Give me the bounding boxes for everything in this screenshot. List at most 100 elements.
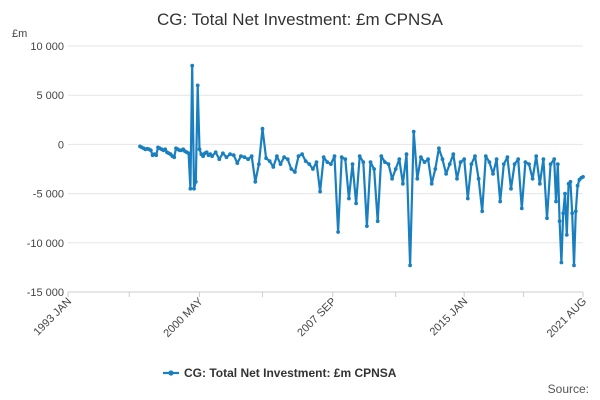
data-point[interactable]: [519, 206, 524, 211]
data-point[interactable]: [552, 157, 557, 162]
data-point[interactable]: [523, 160, 528, 165]
data-point[interactable]: [393, 167, 398, 171]
data-point[interactable]: [570, 211, 575, 216]
data-point[interactable]: [253, 179, 258, 184]
data-point[interactable]: [361, 160, 366, 165]
data-point[interactable]: [530, 176, 535, 181]
data-point[interactable]: [480, 209, 485, 214]
data-point[interactable]: [379, 154, 384, 159]
data-point[interactable]: [554, 199, 558, 204]
data-point[interactable]: [357, 154, 362, 159]
data-point[interactable]: [325, 160, 330, 165]
data-point[interactable]: [197, 147, 202, 152]
data-point[interactable]: [440, 157, 445, 162]
data-point[interactable]: [563, 191, 567, 196]
data-point[interactable]: [559, 260, 564, 265]
data-point[interactable]: [231, 153, 236, 158]
data-point[interactable]: [415, 176, 420, 181]
data-point[interactable]: [210, 154, 215, 159]
legend[interactable]: CG: Total Net Investment: £m CPNSA: [163, 366, 397, 380]
data-point[interactable]: [154, 153, 159, 158]
data-point[interactable]: [390, 176, 394, 181]
data-point[interactable]: [437, 146, 441, 151]
data-point[interactable]: [458, 160, 463, 165]
data-point[interactable]: [336, 230, 340, 234]
data-point[interactable]: [307, 162, 312, 167]
data-point[interactable]: [228, 152, 233, 157]
data-point[interactable]: [572, 263, 576, 268]
data-point[interactable]: [285, 157, 290, 162]
data-point[interactable]: [278, 162, 283, 167]
data-point[interactable]: [419, 155, 423, 160]
data-point[interactable]: [561, 211, 566, 216]
data-point[interactable]: [267, 159, 272, 164]
data-point[interactable]: [375, 219, 380, 224]
data-point[interactable]: [188, 186, 193, 191]
data-point[interactable]: [347, 196, 351, 201]
data-point[interactable]: [433, 167, 438, 171]
data-point[interactable]: [172, 155, 177, 160]
data-point[interactable]: [350, 162, 355, 167]
data-point[interactable]: [257, 162, 261, 167]
data-point[interactable]: [557, 219, 562, 224]
data-point[interactable]: [451, 152, 456, 157]
data-point[interactable]: [321, 155, 326, 160]
data-point[interactable]: [476, 176, 481, 181]
data-point[interactable]: [289, 167, 294, 171]
data-point[interactable]: [204, 150, 209, 155]
data-point[interactable]: [311, 167, 315, 171]
data-point[interactable]: [190, 63, 195, 68]
data-point[interactable]: [192, 186, 196, 191]
data-point[interactable]: [545, 216, 549, 221]
data-point[interactable]: [411, 129, 416, 134]
data-point[interactable]: [401, 181, 405, 186]
data-point[interactable]: [469, 162, 474, 167]
data-point[interactable]: [213, 150, 218, 155]
data-point[interactable]: [339, 155, 344, 160]
data-point[interactable]: [527, 162, 531, 167]
data-point[interactable]: [537, 181, 542, 186]
data-point[interactable]: [201, 154, 206, 159]
data-point[interactable]: [368, 160, 373, 165]
data-point[interactable]: [483, 154, 488, 159]
data-point[interactable]: [422, 160, 427, 165]
data-point[interactable]: [465, 196, 470, 201]
data-point[interactable]: [260, 126, 265, 131]
data-point[interactable]: [581, 175, 585, 179]
data-point[interactable]: [293, 170, 297, 174]
data-point[interactable]: [408, 263, 412, 268]
data-point[interactable]: [509, 186, 513, 191]
data-point[interactable]: [235, 161, 240, 166]
data-point[interactable]: [296, 154, 301, 159]
data-point[interactable]: [195, 83, 200, 88]
data-point[interactable]: [318, 189, 322, 194]
data-point[interactable]: [314, 160, 319, 165]
data-point[interactable]: [186, 151, 191, 156]
data-point[interactable]: [491, 172, 495, 176]
data-point[interactable]: [242, 155, 247, 160]
data-point[interactable]: [426, 157, 430, 162]
data-point[interactable]: [332, 154, 337, 159]
data-point[interactable]: [447, 162, 452, 167]
data-point[interactable]: [271, 165, 276, 169]
data-point[interactable]: [397, 157, 402, 162]
data-point[interactable]: [343, 157, 348, 162]
data-point[interactable]: [148, 148, 153, 153]
data-point[interactable]: [224, 155, 229, 160]
data-point[interactable]: [462, 157, 467, 162]
data-point[interactable]: [221, 151, 225, 156]
data-point[interactable]: [498, 199, 503, 204]
data-point[interactable]: [404, 152, 409, 157]
data-point[interactable]: [354, 201, 358, 206]
data-point[interactable]: [487, 160, 492, 165]
data-point[interactable]: [303, 159, 308, 164]
data-point[interactable]: [372, 167, 376, 171]
data-point[interactable]: [555, 162, 560, 167]
data-point[interactable]: [516, 157, 521, 162]
data-point[interactable]: [193, 179, 198, 184]
data-point[interactable]: [501, 162, 506, 167]
data-point[interactable]: [575, 183, 580, 188]
data-point[interactable]: [573, 209, 578, 214]
data-point[interactable]: [568, 179, 573, 184]
data-point[interactable]: [383, 160, 387, 165]
